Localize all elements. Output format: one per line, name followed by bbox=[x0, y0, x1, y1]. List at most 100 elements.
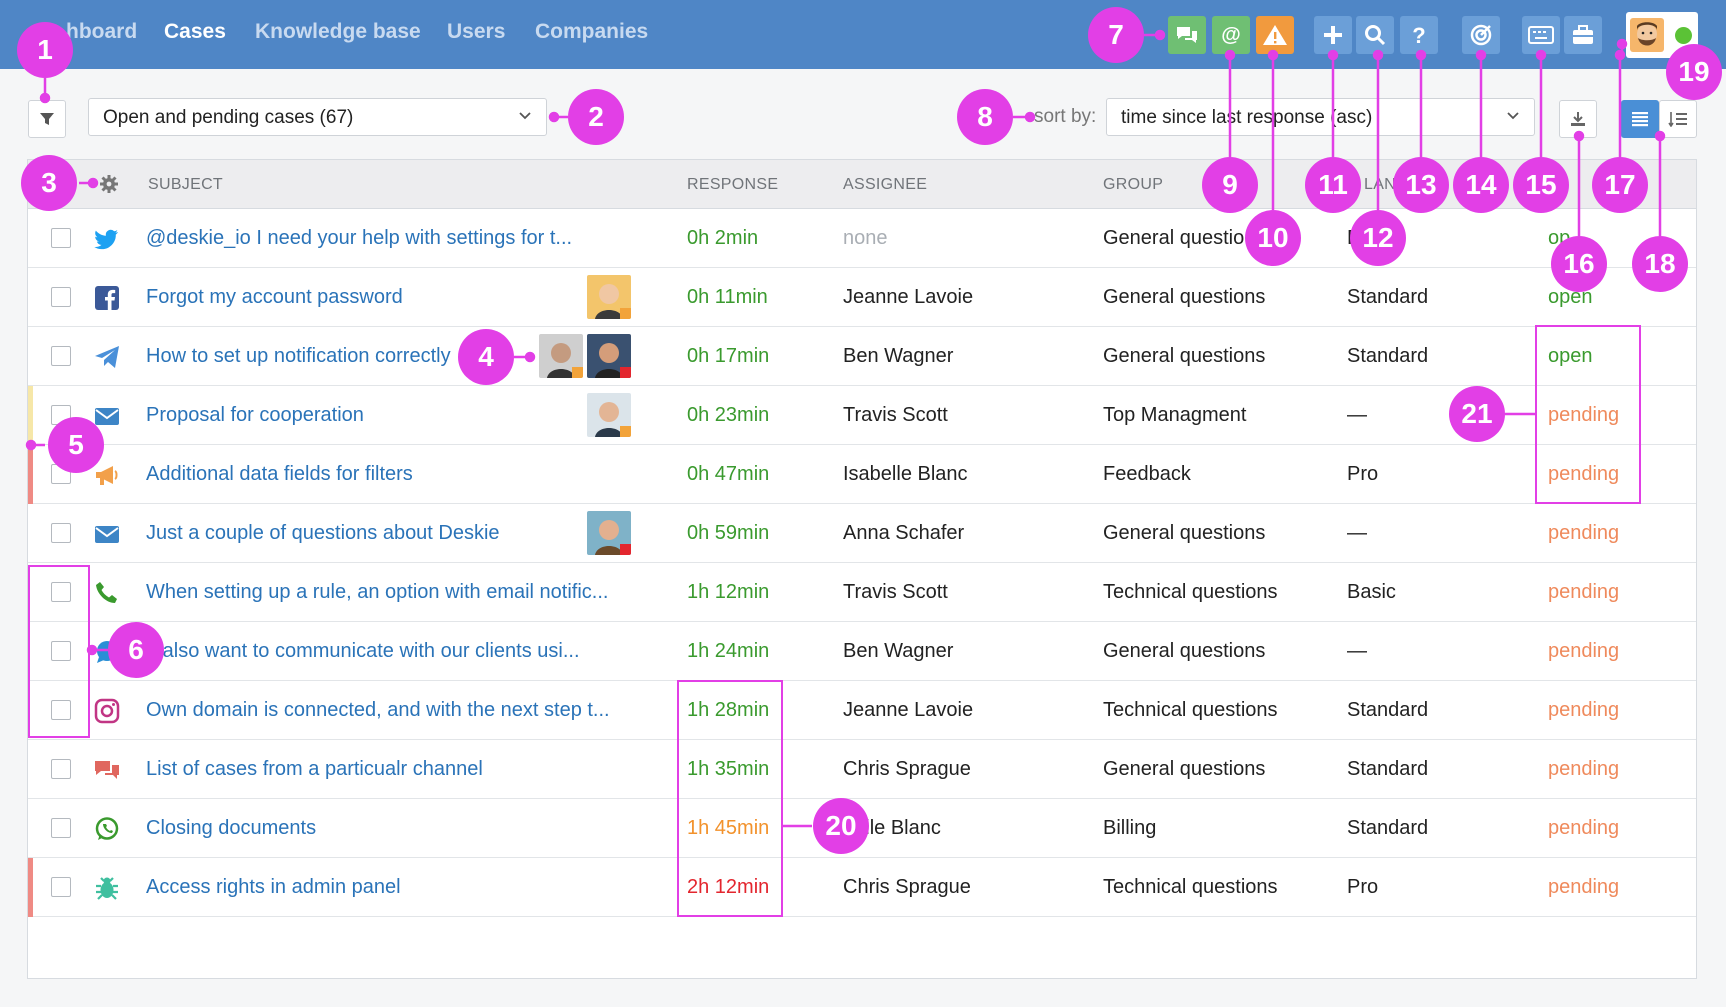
group: Technical questions bbox=[1103, 581, 1278, 603]
callout-18: 18 bbox=[1632, 236, 1688, 292]
header-assignee[interactable]: ASSIGNEE bbox=[843, 176, 928, 193]
row-checkbox[interactable] bbox=[51, 700, 71, 720]
chevron-down-icon bbox=[519, 112, 531, 120]
case-subject-link[interactable]: @deskie_io I need your help with setting… bbox=[146, 227, 573, 249]
case-subject-link[interactable]: Additional data fields for filters bbox=[146, 463, 413, 485]
priority-stripe bbox=[28, 858, 33, 917]
case-view-value: Open and pending cases (67) bbox=[103, 107, 354, 128]
response-time: 2h 12min bbox=[687, 876, 770, 898]
row-checkbox[interactable] bbox=[51, 523, 71, 543]
row-checkbox[interactable] bbox=[51, 759, 71, 779]
case-subject-link[interactable]: Proposal for cooperation bbox=[146, 404, 364, 426]
question-icon: ? bbox=[1412, 23, 1425, 47]
download-icon bbox=[1571, 112, 1585, 126]
nav-knowledge-base[interactable]: Knowledge base bbox=[255, 20, 421, 43]
case-subject-link[interactable]: Own domain is connected, and with the ne… bbox=[146, 699, 610, 721]
svg-text:?: ? bbox=[1412, 23, 1425, 47]
case-subject-link[interactable]: e also want to communicate with our clie… bbox=[146, 640, 580, 662]
agent-avatar bbox=[587, 393, 631, 437]
case-subject-link[interactable]: List of cases from a particualr channel bbox=[146, 758, 483, 780]
twitter-icon bbox=[93, 225, 121, 253]
nav-companies[interactable]: Companies bbox=[535, 20, 649, 43]
sort-lines-icon bbox=[1668, 112, 1687, 127]
table-row[interactable]: e also want to communicate with our clie… bbox=[28, 622, 1696, 681]
row-checkbox[interactable] bbox=[51, 582, 71, 602]
whatsapp-icon bbox=[93, 815, 121, 843]
cases-table: SUBJECT RESPONSE ASSIGNEE GROUP LAN AT @… bbox=[27, 159, 1697, 979]
nav-dashboard[interactable]: hboard bbox=[66, 20, 138, 43]
hotkeys-button[interactable] bbox=[1522, 16, 1560, 54]
plan: Pro bbox=[1347, 463, 1379, 485]
targets-button[interactable] bbox=[1462, 16, 1500, 54]
search-icon bbox=[1365, 25, 1386, 46]
mentions-button[interactable]: @ bbox=[1212, 16, 1250, 54]
profile-menu[interactable] bbox=[1626, 12, 1698, 58]
table-row[interactable]: Forgot my account password 0h 11min Jeanne… bbox=[28, 268, 1696, 327]
admin-panel-button[interactable] bbox=[1564, 16, 1602, 54]
status-label: open bbox=[1548, 345, 1593, 367]
group: General questio bbox=[1103, 227, 1245, 249]
table-row[interactable]: @deskie_io I need your help with setting… bbox=[28, 209, 1696, 268]
header-plan[interactable]: LAN bbox=[1364, 176, 1397, 193]
row-checkbox[interactable] bbox=[51, 346, 71, 366]
compact-view-toggle[interactable] bbox=[1659, 100, 1697, 138]
response-time: 0h 2min bbox=[687, 227, 759, 249]
agent-avatar bbox=[587, 275, 631, 319]
row-checkbox[interactable] bbox=[51, 877, 71, 897]
response-time: 0h 47min bbox=[687, 463, 770, 485]
new-case-button[interactable] bbox=[1314, 16, 1352, 54]
list-view-toggle[interactable] bbox=[1621, 100, 1659, 138]
table-row[interactable]: Just a couple of questions about Deskie 0… bbox=[28, 504, 1696, 563]
nav-users[interactable]: Users bbox=[447, 20, 506, 43]
plan: — bbox=[1347, 640, 1367, 662]
row-checkbox[interactable] bbox=[51, 641, 71, 661]
table-row[interactable]: When setting up a rule, an option with e… bbox=[28, 563, 1696, 622]
plan: — bbox=[1347, 522, 1367, 544]
chat-bubbles-icon bbox=[1177, 27, 1197, 43]
chat-notifications-button[interactable] bbox=[1168, 16, 1206, 54]
help-button[interactable]: ? bbox=[1400, 16, 1438, 54]
assignee: Ben Wagner bbox=[843, 345, 954, 367]
table-row[interactable]: List of cases from a particualr channel 1… bbox=[28, 740, 1696, 799]
header-response[interactable]: RESPONSE bbox=[687, 176, 779, 193]
table-row[interactable]: How to set up notification correctly 0h 1… bbox=[28, 327, 1696, 386]
filter-button[interactable] bbox=[28, 100, 66, 138]
row-checkbox[interactable] bbox=[51, 228, 71, 248]
case-subject-link[interactable]: Just a couple of questions about Deskie bbox=[146, 522, 500, 544]
nav-cases[interactable]: Cases bbox=[164, 20, 226, 43]
export-button[interactable] bbox=[1559, 100, 1597, 138]
top-navbar: hboard Cases Knowledge base Users Compan… bbox=[0, 0, 1726, 69]
header-group[interactable]: GROUP bbox=[1103, 176, 1164, 193]
callout-12: 12 bbox=[1350, 210, 1406, 266]
header-subject[interactable]: SUBJECT bbox=[148, 176, 223, 193]
callout-14: 14 bbox=[1453, 157, 1509, 213]
case-subject-link[interactable]: How to set up notification correctly bbox=[146, 345, 451, 367]
search-button[interactable] bbox=[1356, 16, 1394, 54]
gear-icon[interactable] bbox=[99, 174, 119, 194]
status-label: pending bbox=[1548, 522, 1620, 544]
table-row[interactable]: Proposal for cooperation 0h 23min Travis S… bbox=[28, 386, 1696, 445]
response-time: 0h 11min bbox=[687, 286, 768, 308]
case-subject-link[interactable]: Access rights in admin panel bbox=[146, 876, 401, 898]
case-subject-link[interactable]: When setting up a rule, an option with e… bbox=[146, 581, 609, 603]
table-row[interactable]: Access rights in admin panel 2h 12min Chri… bbox=[28, 858, 1696, 917]
table-row[interactable]: Additional data fields for filters 0h 47m… bbox=[28, 445, 1696, 504]
callout-17: 17 bbox=[1592, 157, 1648, 213]
sort-select[interactable]: time since last response (asc) bbox=[1106, 98, 1535, 136]
priority-stripe bbox=[28, 445, 33, 504]
table-row[interactable]: Closing documents 1h 45min belle Blanc Bill… bbox=[28, 799, 1696, 858]
telegram-icon bbox=[93, 343, 121, 371]
sort-by-label: sort by: bbox=[1034, 106, 1097, 127]
table-row[interactable]: Own domain is connected, and with the ne… bbox=[28, 681, 1696, 740]
row-checkbox[interactable] bbox=[51, 287, 71, 307]
svg-text:@: @ bbox=[1221, 24, 1241, 46]
plus-icon bbox=[1324, 26, 1342, 44]
assignee: Jeanne Lavoie bbox=[843, 286, 974, 308]
case-subject-link[interactable]: Closing documents bbox=[146, 817, 317, 839]
row-checkbox[interactable] bbox=[51, 818, 71, 838]
plan: Standard bbox=[1347, 758, 1429, 780]
alerts-button[interactable] bbox=[1256, 16, 1294, 54]
case-subject-link[interactable]: Forgot my account password bbox=[146, 286, 403, 308]
case-view-select[interactable]: Open and pending cases (67) bbox=[88, 98, 547, 136]
group: General questions bbox=[1103, 522, 1266, 544]
